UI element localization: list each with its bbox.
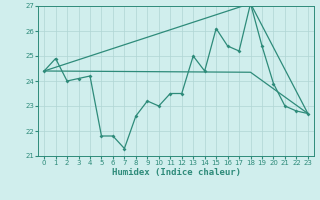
- X-axis label: Humidex (Indice chaleur): Humidex (Indice chaleur): [111, 168, 241, 177]
